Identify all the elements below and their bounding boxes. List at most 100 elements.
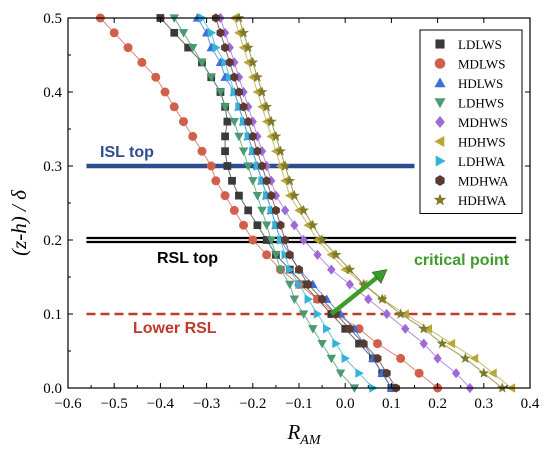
point-ldhwa [313,309,323,319]
legend-item-hdhws: HDHWS [434,135,506,150]
point-mdhws [401,323,410,334]
point-mdlws [373,339,383,349]
point-mdlws [206,161,216,171]
x-axis-title-main: R [286,420,300,444]
point-hdhwa [316,234,328,245]
point-mdlws [123,43,133,53]
legend-item-mdhws: MDHWS [435,115,508,130]
point-ldhws [317,339,327,349]
point-mdhws [433,353,442,364]
y-tick-label: 0.4 [43,85,62,101]
point-mdhwa [285,250,294,260]
point-mdhwa [258,161,266,171]
legend-marker-ldlws [435,39,445,49]
legend-marker-mdhwa [435,175,445,186]
series-mdhws [216,12,475,394]
x-tick-label: 0.0 [336,396,355,412]
point-mdhwa [281,235,290,245]
label-isl-top: ISL top [100,144,154,161]
point-mdlws [188,131,198,141]
point-mdlws [109,28,119,38]
y-tick-label: 0.2 [43,233,62,249]
legend: LDLWS MDLWS HDLWS LDHWS MDHWS HDHWS LDHWA MDHWA… [419,29,523,214]
point-mdhwa [295,265,303,275]
point-hdhwa [284,175,296,186]
point-hdhwa [256,86,268,97]
point-mdhwa [345,324,354,334]
point-mdhwa [230,72,239,82]
legend-marker-ldhws [434,98,446,109]
legend-item-ldhws: LDHWS [434,96,504,111]
legend-label-hdhws: HDHWS [458,135,506,150]
point-hdhws [469,353,479,364]
point-hdhwa [418,323,430,334]
point-ldhwa [281,250,290,260]
point-mdhws [364,294,373,305]
legend-marker-hdlws [434,77,446,88]
point-ldhws [188,43,198,53]
point-mdhwa [382,368,391,378]
x-tick-label: −0.1 [285,396,312,412]
point-ldlws [223,162,232,170]
point-hdhws [446,338,456,349]
point-ldhwa [355,368,364,378]
point-ldhws [266,236,276,245]
point-ldlws [221,132,229,141]
point-ldhwa [226,72,235,82]
x-tick-label: 0.2 [428,396,447,412]
point-mdhwa [253,146,262,156]
critical-point-arrow-shaft [329,275,379,316]
point-ldhwa [230,87,240,97]
legend-marker-hdhwa [433,193,447,206]
point-ldhwa [323,324,332,334]
point-ldhws [271,251,281,260]
point-ldhwa [253,161,263,171]
point-hdhwa [395,308,407,319]
legend-label-ldhws: LDHWS [458,96,504,111]
point-ldhwa [332,338,341,349]
x-axis-title: RAM [286,420,321,448]
point-mdhwa [221,43,230,53]
point-mdhwa [271,205,280,215]
point-ldhws [220,103,230,112]
point-ldlws [228,176,236,185]
point-mdlws [229,205,239,215]
legend-item-hdlws: HDLWS [434,76,503,91]
point-hdhwa [376,293,388,304]
point-mdhwa [276,220,285,230]
label-critical-point: critical point [414,252,510,269]
point-mdhwa [267,191,276,201]
point-ldhwa [262,190,272,201]
point-mdhwa [239,102,248,112]
point-ldlws [221,147,229,156]
point-ldhwa [286,264,295,275]
legend-item-mdlws: MDLWS [434,57,505,72]
point-mdlws [220,191,230,201]
x-tick-label: −0.4 [147,396,175,412]
point-mdlws [262,250,272,260]
point-mdhws [299,234,308,246]
point-hdhwa [288,189,300,201]
point-ldhws [261,221,272,231]
point-mdhws [419,338,428,349]
point-mdhwa [244,117,253,127]
point-mdhwa [235,87,243,97]
point-mdlws [179,117,189,127]
y-tick-label: 0.0 [43,381,62,397]
point-hdhwa [436,337,448,349]
point-ldhwa [304,294,314,304]
point-ldhws [197,58,207,68]
x-tick-label: 0.3 [474,396,493,412]
point-hdhws [488,368,497,378]
point-ldhws [238,147,249,157]
point-hdhwa [238,27,249,38]
point-mdhws [280,205,290,216]
point-hdhwa [275,145,286,156]
point-ldhwa [272,220,281,230]
series-ldhws [169,14,360,393]
point-hdhwa [279,160,291,171]
legend-label-ldlws: LDLWS [458,37,502,52]
point-mdlws [211,176,221,186]
legend-item-ldhwa: LDHWA [435,154,506,169]
